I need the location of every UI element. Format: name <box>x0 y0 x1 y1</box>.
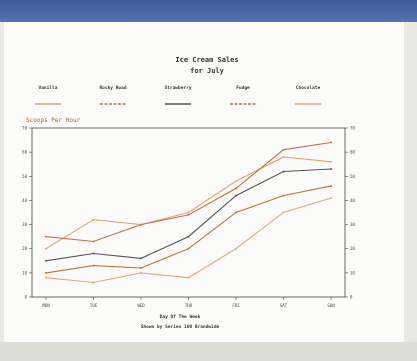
data-point <box>235 180 237 183</box>
x-tick-label: FRI <box>232 303 240 308</box>
data-point <box>282 148 285 151</box>
data-point <box>92 252 95 255</box>
data-point <box>282 155 285 158</box>
y-tick-label: 30 <box>22 222 27 227</box>
y-tick-label-right: 10 <box>350 270 355 275</box>
data-point <box>140 257 142 260</box>
data-point <box>45 271 47 274</box>
data-point <box>235 194 237 197</box>
data-point <box>330 160 332 163</box>
data-point <box>45 235 47 238</box>
data-point <box>140 271 142 274</box>
data-point <box>92 218 95 221</box>
y-tick-label-right: 20 <box>350 246 355 251</box>
y-tick-label: 50 <box>22 174 27 179</box>
legend-label: Vanilla <box>39 85 58 91</box>
data-point <box>282 170 285 173</box>
data-point <box>235 187 237 190</box>
y-tick-label: 10 <box>22 270 27 275</box>
data-point <box>140 267 142 270</box>
legend-label: Fudge <box>236 85 250 91</box>
data-point <box>282 211 285 214</box>
data-point <box>45 247 47 250</box>
legend-label: Strawberry <box>164 85 191 91</box>
chart-footnote: Shown by Series 100 Brandwide <box>141 324 220 330</box>
series-line-3 <box>45 185 332 274</box>
top-band <box>0 0 417 22</box>
data-point <box>45 276 47 279</box>
legend-label: Chocolate <box>296 85 321 91</box>
series-line-4 <box>45 197 332 284</box>
y-tick-label-right: 70 <box>350 126 355 131</box>
y-axis-label: Scoops Per Hour <box>26 117 81 124</box>
x-tick-label: SAT <box>280 303 288 308</box>
x-tick-label: WED <box>137 303 145 308</box>
y-tick-label: 60 <box>22 150 27 155</box>
data-point <box>92 281 95 284</box>
axes: 0 0 10 10 20 20 30 30 40 40 50 50 60 60 70 70 MON TUE WED T… <box>22 126 355 309</box>
data-point <box>187 276 190 279</box>
data-point <box>92 240 95 243</box>
data-point <box>187 235 190 238</box>
data-point <box>92 264 95 267</box>
y-tick-label: 40 <box>22 198 27 203</box>
chart-paper <box>4 22 404 342</box>
y-tick-label: 0 <box>25 295 28 300</box>
data-point <box>330 184 332 187</box>
data-point <box>330 168 332 171</box>
y-tick-label-right: 0 <box>350 295 353 300</box>
data-point <box>187 247 190 250</box>
data-point <box>235 211 237 214</box>
y-tick-label: 20 <box>22 246 27 251</box>
data-point <box>187 213 190 216</box>
y-tick-label: 70 <box>22 126 27 131</box>
x-tick-label: SUN <box>327 303 335 308</box>
bottom-band <box>0 342 417 361</box>
legend: Vanilla Rocky Road Strawberry Fudge Chocolat… <box>35 85 321 105</box>
x-tick-label: MON <box>42 303 50 308</box>
y-tick-label-right: 30 <box>350 222 355 227</box>
data-point <box>282 194 285 197</box>
data-point <box>45 259 47 262</box>
x-tick-label: THU <box>185 303 193 308</box>
y-tick-label-right: 60 <box>350 150 355 155</box>
x-tick-label: TUE <box>90 303 98 308</box>
legend-label: Rocky Road <box>99 85 126 91</box>
y-tick-label-right: 40 <box>350 198 355 203</box>
series-group <box>45 141 332 284</box>
data-point <box>330 141 332 144</box>
data-point <box>330 197 332 200</box>
data-point <box>187 211 190 214</box>
chart-subtitle: for July <box>190 67 225 75</box>
x-axis-label: Day Of The Week <box>160 314 201 320</box>
data-point <box>235 247 237 250</box>
data-point <box>140 223 142 226</box>
y-tick-label-right: 50 <box>350 174 355 179</box>
chart-title: Ice Cream Sales <box>175 56 238 64</box>
